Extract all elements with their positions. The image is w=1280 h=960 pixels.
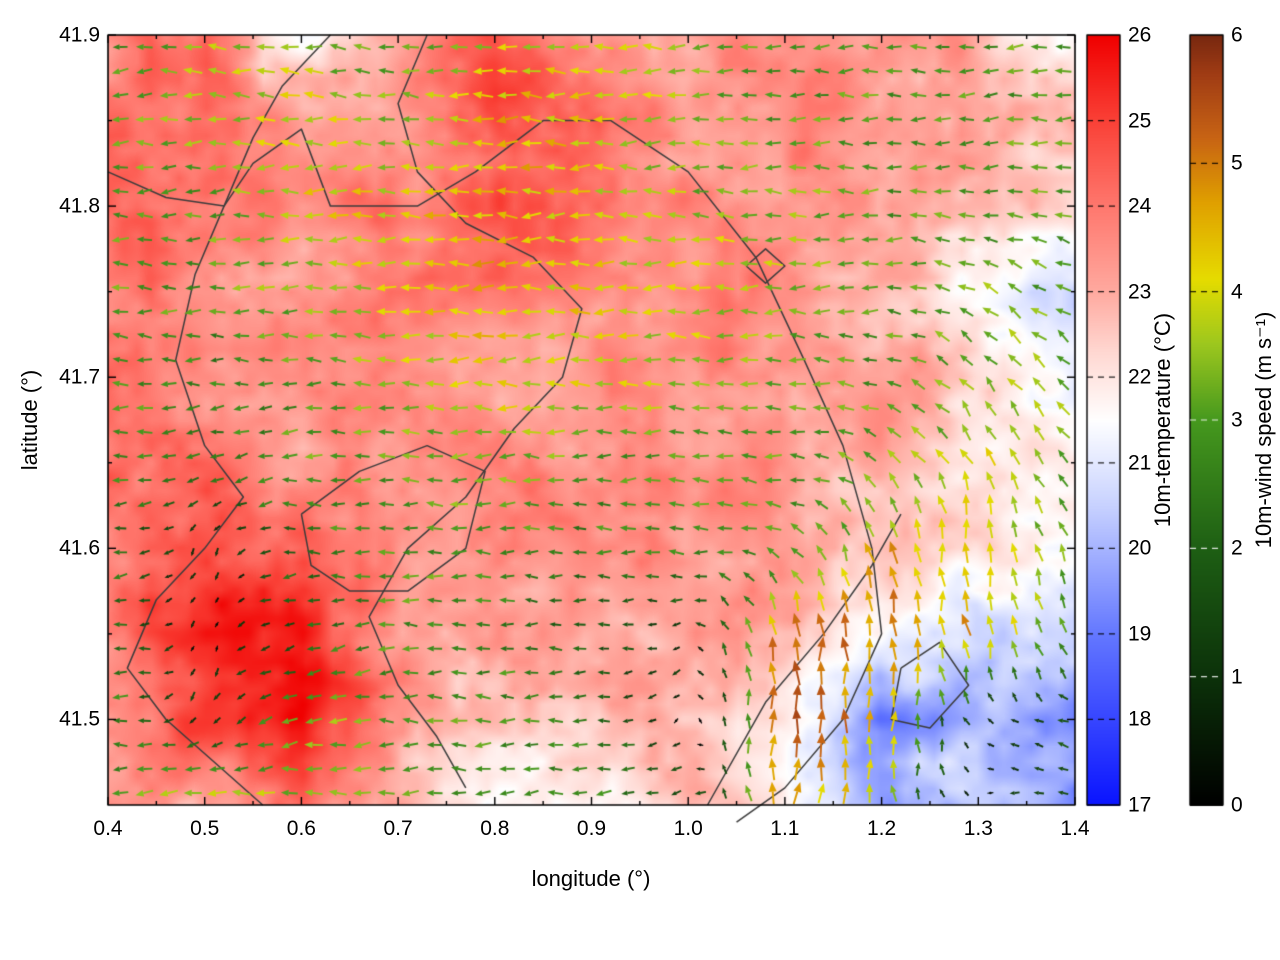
temperature-colorbar-tick-label: 19 [1128, 622, 1152, 646]
x-tick-label: 0.7 [383, 817, 413, 840]
wind-colorbar-tick-label: 3 [1231, 408, 1243, 432]
x-tick-label: 1.2 [866, 817, 897, 840]
temperature-colorbar-tick-label: 23 [1128, 280, 1152, 304]
wind-colorbar-tick-label: 5 [1231, 151, 1243, 175]
wind-colorbar-tick-label: 4 [1231, 280, 1243, 304]
x-tick-label: 0.9 [576, 817, 607, 840]
temperature-colorbar-tick-label: 17 [1128, 793, 1152, 817]
temperature-colorbar-tick-label: 18 [1128, 707, 1152, 731]
y-axis-title: latitude (°) [17, 369, 42, 471]
wind-colorbar-tick-label: 0 [1231, 793, 1243, 817]
wind-colorbar-tick-label: 1 [1231, 665, 1243, 689]
x-tick-label: 1.0 [673, 817, 703, 840]
x-tick-label: 0.5 [190, 817, 220, 840]
temperature-colorbar-tick-label: 21 [1128, 451, 1152, 475]
wind-colorbar-tick-label: 2 [1231, 536, 1243, 560]
x-tick-label: 0.8 [480, 817, 510, 840]
y-tick-label: 41.8 [59, 194, 100, 218]
wind-colorbar-tick-label: 6 [1231, 23, 1243, 47]
temperature-colorbar-tick-label: 20 [1128, 536, 1152, 560]
y-tick-label: 41.5 [59, 707, 100, 731]
temperature-colorbar-tick-label: 26 [1128, 23, 1152, 47]
x-tick-label: 0.4 [93, 817, 123, 840]
temperature-colorbar-tick-label: 24 [1128, 194, 1152, 218]
y-tick-label: 41.6 [59, 536, 100, 560]
wind-colorbar-title: 10m-wind speed (m s⁻¹) [1251, 311, 1276, 549]
y-tick-label: 41.9 [59, 23, 100, 47]
x-tick-label: 0.6 [286, 817, 316, 840]
x-tick-label: 1.1 [770, 817, 800, 840]
x-axis-title: longitude (°) [531, 866, 651, 891]
temperature-colorbar-tick-label: 22 [1128, 365, 1152, 389]
y-tick-label: 41.7 [59, 365, 100, 389]
temperature-colorbar-title: 10m-temperature (°C) [1150, 312, 1175, 528]
x-tick-label: 1.3 [963, 817, 993, 840]
temperature-colorbar-tick-label: 25 [1128, 109, 1152, 133]
x-tick-label: 1.4 [1060, 817, 1090, 840]
